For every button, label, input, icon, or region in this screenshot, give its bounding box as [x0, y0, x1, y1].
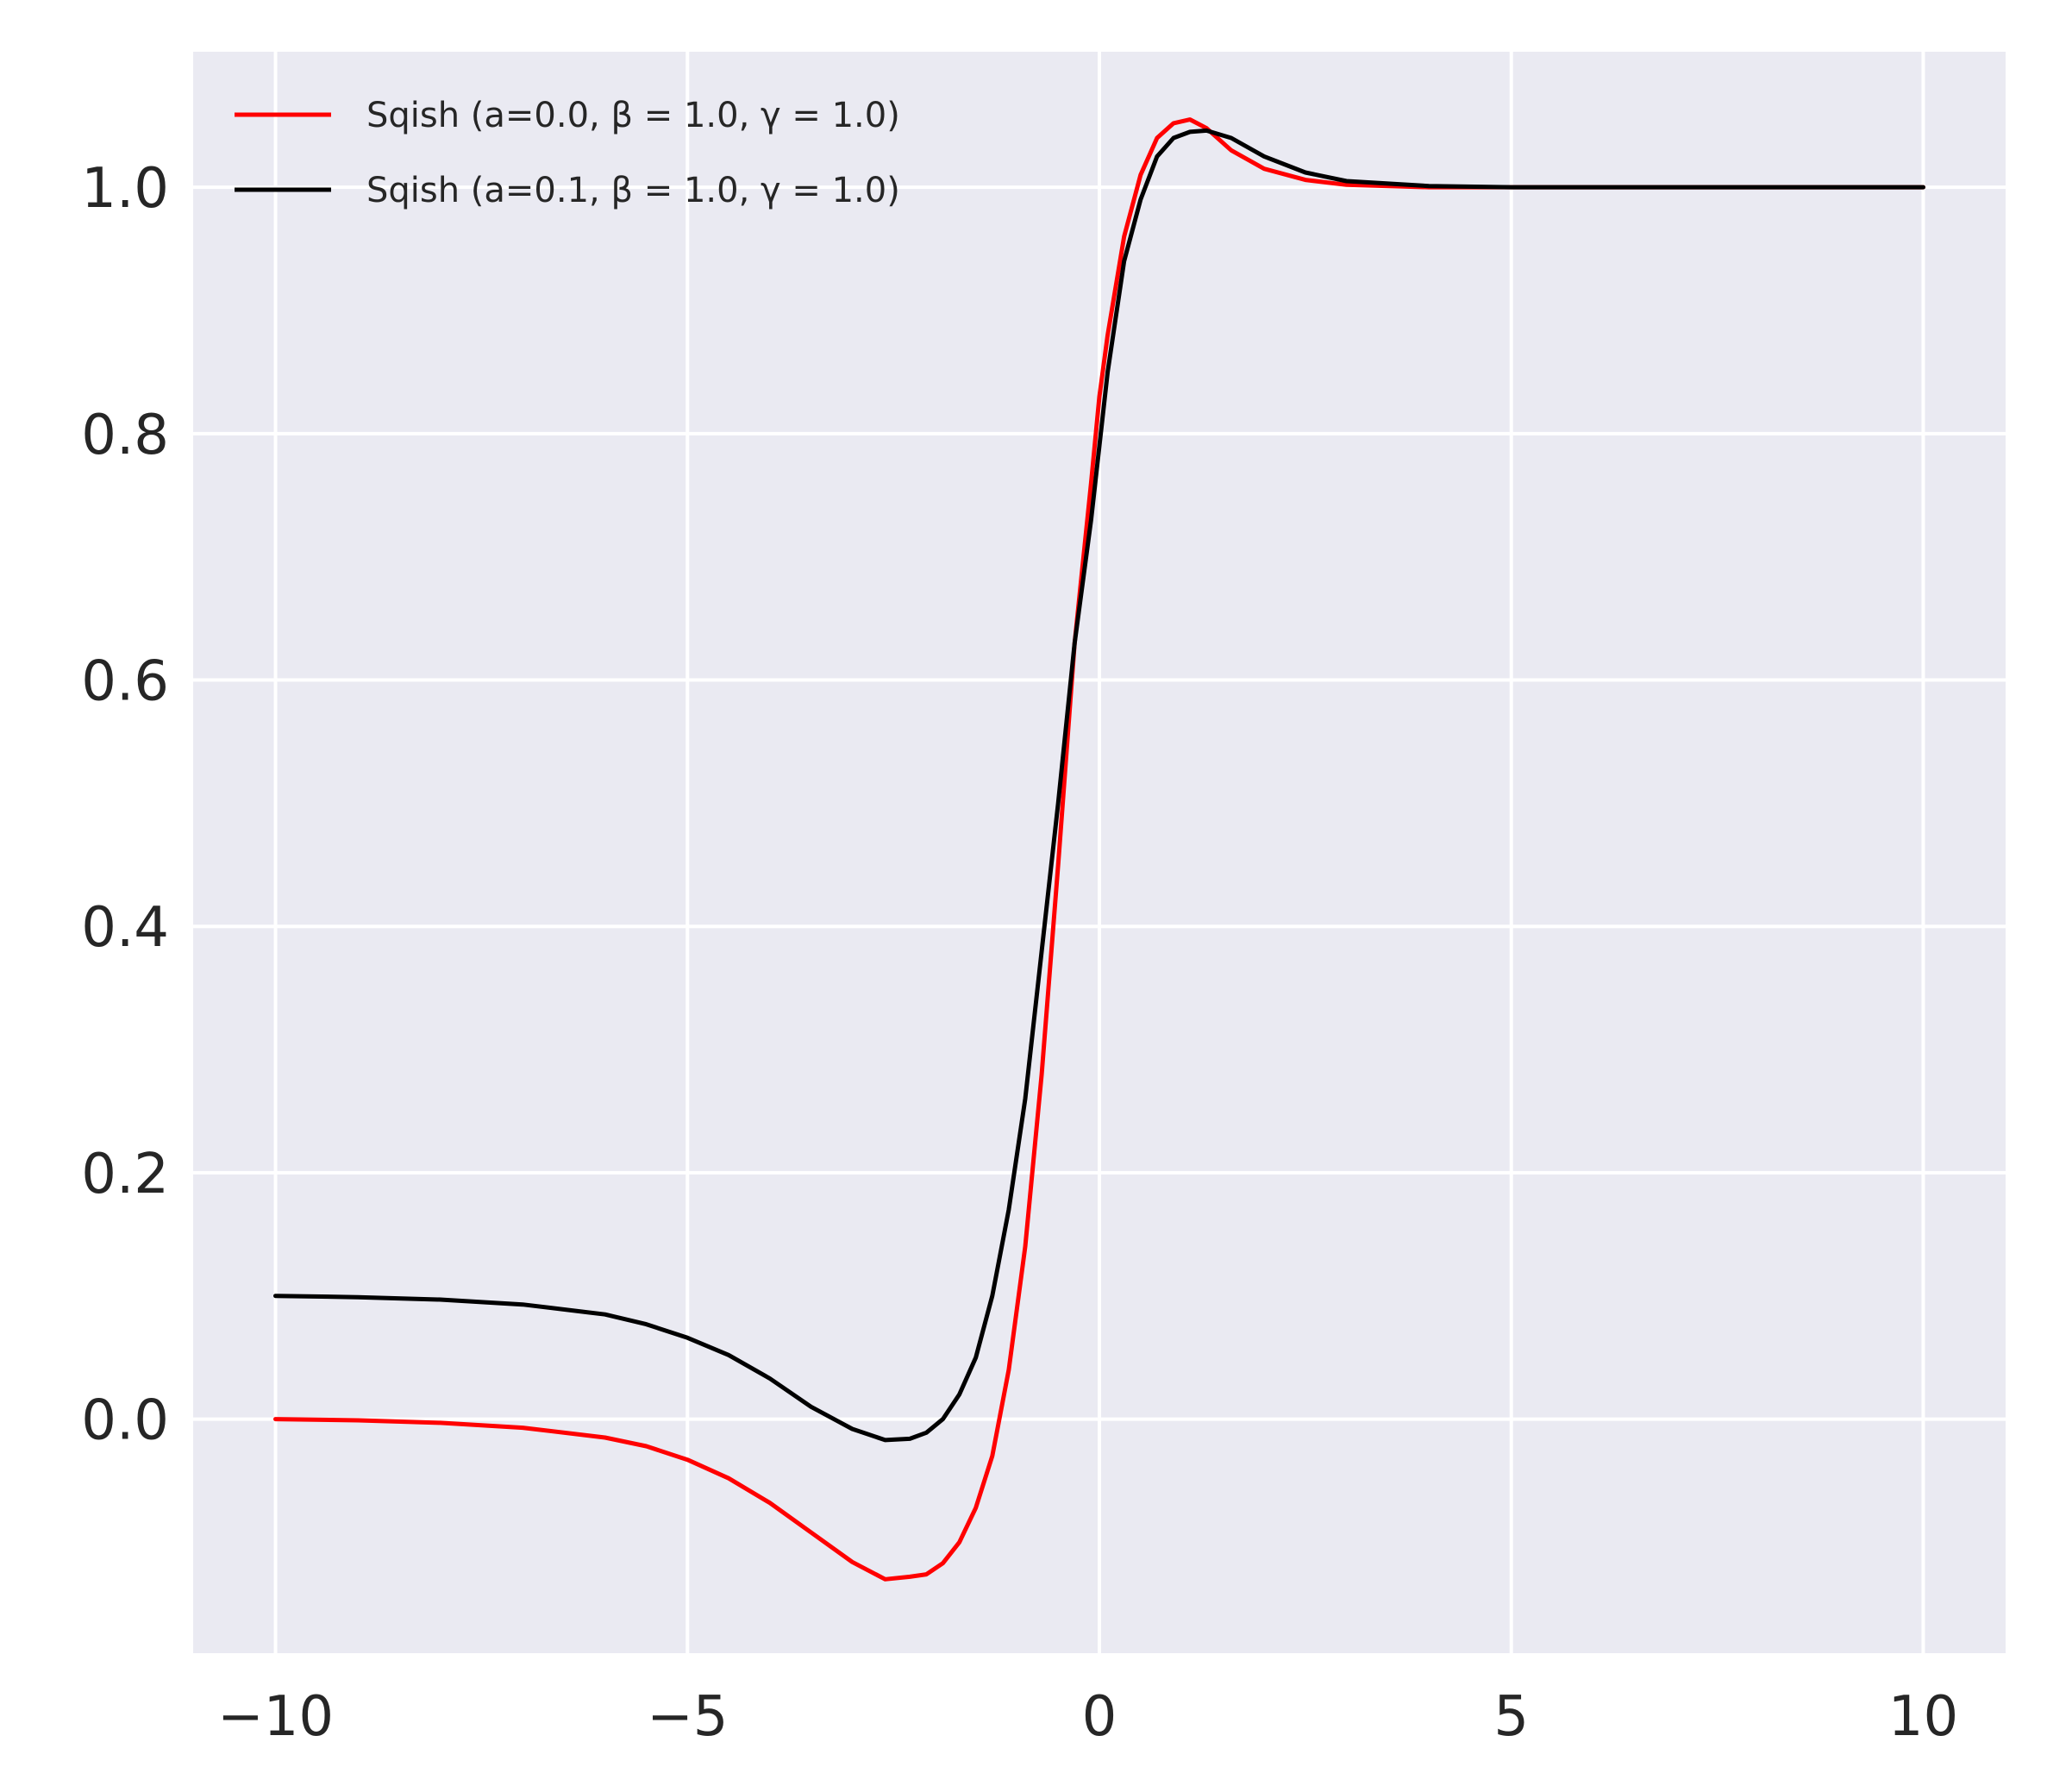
- y-tick-label: 0.4: [81, 896, 169, 960]
- legend-label-1: Sqish (a=0.1, β = 1.0, γ = 1.0): [366, 171, 900, 210]
- y-tick-label: 0.0: [81, 1389, 169, 1453]
- y-tick-label: 0.6: [81, 650, 169, 714]
- series-line-1: [273, 128, 1925, 1443]
- y-tick-label: 1.0: [81, 157, 169, 221]
- y-axis-ticks: 0.0 0.2 0.4 0.6 0.8 1.0: [81, 157, 169, 1452]
- x-tick-label: −5: [647, 1685, 728, 1749]
- x-tick-label: 5: [1493, 1685, 1529, 1749]
- x-tick-label: 0: [1082, 1685, 1117, 1749]
- x-axis-ticks: −10 −5 0 5 10: [217, 1685, 1958, 1749]
- x-tick-label: 10: [1888, 1685, 1958, 1749]
- x-tick-label: −10: [217, 1685, 334, 1749]
- legend-label-0: Sqish (a=0.0, β = 1.0, γ = 1.0): [366, 96, 900, 135]
- series-line-0: [273, 117, 1925, 1582]
- series-layer: [273, 117, 1925, 1582]
- y-tick-label: 0.8: [81, 404, 169, 467]
- legend: Sqish (a=0.0, β = 1.0, γ = 1.0) Sqish (a=…: [235, 96, 900, 210]
- y-tick-label: 0.2: [81, 1143, 169, 1206]
